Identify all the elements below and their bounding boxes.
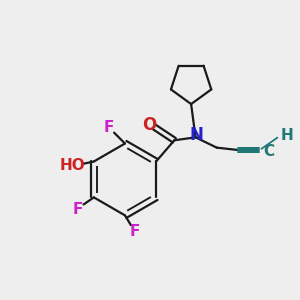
Text: C: C [263, 144, 274, 159]
Text: H: H [281, 128, 294, 143]
Text: N: N [189, 126, 203, 144]
Text: HO: HO [60, 158, 86, 173]
Text: F: F [73, 202, 83, 217]
Text: F: F [130, 224, 140, 239]
Text: F: F [103, 120, 114, 135]
Text: O: O [142, 116, 156, 134]
